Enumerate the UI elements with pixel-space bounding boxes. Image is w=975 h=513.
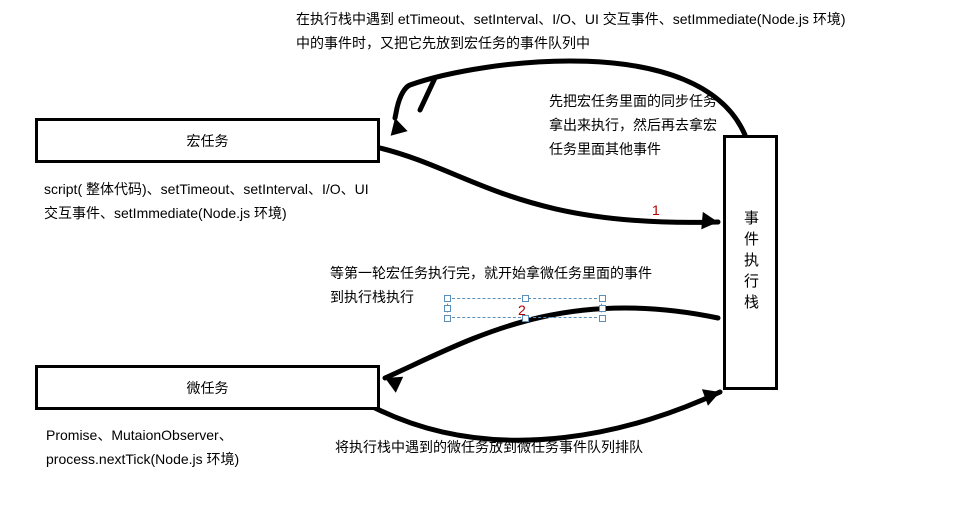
micro-subtext: Promise、MutaionObserver、 process.nextTic… [46,424,239,472]
selection-handle[interactable] [444,315,451,322]
event-stack-box: 事件执行栈 [723,135,778,390]
selection-handle[interactable] [444,295,451,302]
micro-task-box: 微任务 [35,365,380,410]
right-note-text: 先把宏任务里面的同步任务 拿出来执行，然后再去拿宏 任务里面其他事件 [549,90,717,161]
selection-handle[interactable] [522,315,529,322]
bottom-note-text: 将执行栈中遇到的微任务放到微任务事件队列排队 [335,436,643,460]
selection-handle[interactable] [599,315,606,322]
selection-handle[interactable] [599,295,606,302]
event-stack-label: 事件执行栈 [740,210,761,315]
macro-task-box: 宏任务 [35,118,380,163]
top-note-text: 在执行栈中遇到 etTimeout、setInterval、I/O、UI 交互事… [296,8,845,56]
diagram-canvas: 宏任务 微任务 事件执行栈 在执行栈中遇到 etTimeout、setInter… [0,0,975,513]
step-number-1: 1 [652,202,660,218]
selection-handle[interactable] [522,295,529,302]
selection-handle[interactable] [444,305,451,312]
macro-task-label: 宏任务 [187,131,229,151]
micro-task-label: 微任务 [187,378,229,398]
selection-handle[interactable] [599,305,606,312]
macro-subtext: script( 整体代码)、setTimeout、setInterval、I/O… [44,178,369,226]
